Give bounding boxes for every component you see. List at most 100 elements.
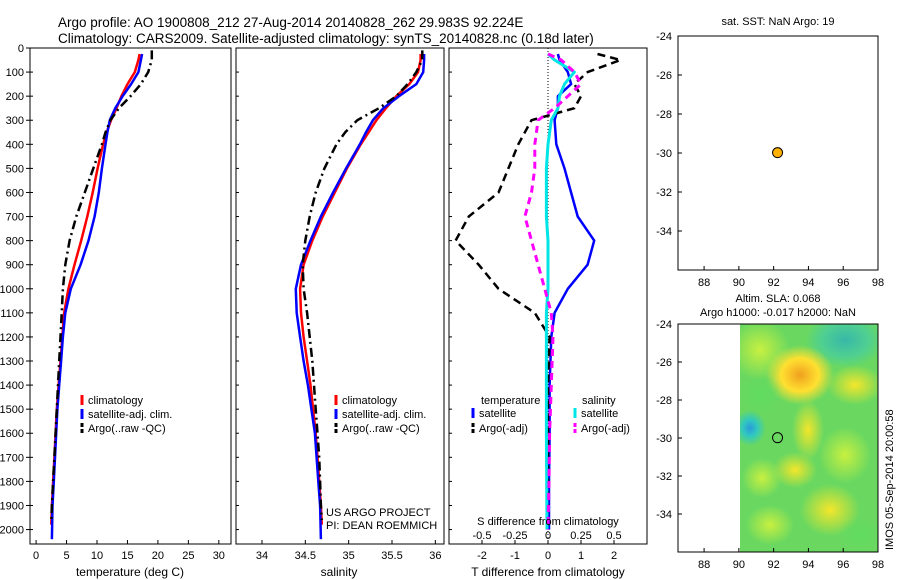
depth-tick-label: 1500 (0, 404, 24, 416)
sst-lat-tick-label: -28 (656, 109, 672, 121)
depth-tick-label: 1800 (0, 476, 24, 488)
sal-legend-label: Argo(..raw -QC) (342, 423, 420, 435)
sla-blob (740, 373, 782, 417)
sla-lon-tick-label: 94 (802, 559, 814, 571)
diff-x-tick-label: 2 (611, 550, 617, 562)
sla-blob (746, 505, 794, 545)
depth-tick-label: 700 (6, 212, 24, 224)
sla-lat-tick-label: -32 (656, 471, 672, 483)
depth-tick-label: 1200 (0, 332, 24, 344)
diff-s-tick-label: -0.25 (502, 530, 527, 542)
temp-series-argo (50, 50, 154, 520)
sst-lon-tick-label: 98 (872, 277, 884, 289)
depth-tick-label: 1600 (0, 428, 24, 440)
t-difference-axis-label: T difference from climatology (471, 565, 625, 579)
sal-x-tick-label: 36 (429, 550, 441, 562)
salinity-axis-label: salinity (321, 565, 358, 579)
sla-blob (827, 365, 878, 405)
sla-argo-position-marker (772, 432, 784, 444)
sla-lon-tick-label: 90 (733, 559, 745, 571)
sal-x-tick-label: 34.5 (295, 550, 316, 562)
temp-series-sat (50, 53, 144, 540)
sla-blob (838, 517, 878, 552)
salinity-panel-frame (235, 47, 445, 545)
sal-series-sat (294, 54, 426, 540)
diff-s-tick-label: 0.5 (606, 530, 621, 542)
sst-lat-tick-label: -26 (656, 70, 672, 82)
sla-lat-tick-label: -34 (656, 509, 672, 521)
imos-timestamp: IMOS 05-Sep-2014 20:00:58 (884, 409, 896, 550)
sla-blob (742, 458, 782, 498)
depth-tick-label: 600 (6, 187, 24, 199)
sla-lon-tick-label: 98 (872, 559, 884, 571)
depth-tick-label: 200 (6, 91, 24, 103)
sst-lon-tick-label: 92 (768, 277, 780, 289)
sst-lon-tick-label: 96 (837, 277, 849, 289)
sal-legend-label: satellite-adj. clim. (342, 409, 426, 421)
sla-map-title-2: Argo h1000: -0.017 h2000: NaN (700, 307, 856, 319)
depth-tick-label: 1400 (0, 380, 24, 392)
sla-map-title-1: Altim. SLA: 0.068 (736, 293, 821, 305)
temperature-panel-frame (29, 47, 232, 545)
depth-tick-label: 1700 (0, 452, 24, 464)
sal-x-tick-label: 35.5 (381, 550, 402, 562)
diff-s-tick-label: 0 (545, 530, 551, 542)
sst-lat-tick-label: -34 (656, 226, 672, 238)
sla-lat-tick-label: -24 (656, 319, 672, 331)
sla-lon-tick-label: 88 (698, 559, 710, 571)
project-annotation: US ARGO PROJECT (326, 507, 431, 519)
sst-lat-tick-label: -32 (656, 187, 672, 199)
depth-tick-label: 900 (6, 260, 24, 272)
sla-blob (773, 452, 817, 488)
depth-tick-label: 1900 (0, 500, 24, 512)
s-difference-axis-label: S difference from climatology (477, 516, 619, 528)
diff-x-tick-label: -2 (477, 550, 487, 562)
sal-x-tick-label: 34 (256, 550, 268, 562)
diff-legend-title-temperature: temperature (481, 395, 540, 407)
depth-tick-label: 400 (6, 139, 24, 151)
sal-x-tick-label: 35 (343, 550, 355, 562)
diff-x-tick-label: 0 (545, 550, 551, 562)
depth-tick-label: 1000 (0, 284, 24, 296)
temp-x-tick-label: 20 (152, 550, 164, 562)
temp-legend-label: climatology (88, 395, 144, 407)
sla-blob (766, 345, 834, 405)
diff-series-argo (454, 52, 622, 530)
sla-lat-tick-label: -26 (656, 357, 672, 369)
diff-x-tick-label: 1 (578, 550, 584, 562)
sla-heatmap (740, 324, 878, 552)
depth-tick-label: 800 (6, 236, 24, 248)
diff-s-tick-label: 0.25 (570, 530, 591, 542)
depth-tick-label: 100 (6, 67, 24, 79)
sal-series-argo (301, 50, 424, 520)
diff-legend-label: satellite (581, 408, 618, 420)
depth-tick-label: 2000 (0, 525, 24, 537)
temp-x-tick-label: 25 (182, 550, 194, 562)
pi-annotation: PI: DEAN ROEMMICH (326, 520, 437, 532)
sla-lon-tick-label: 96 (837, 559, 849, 571)
diff-legend-label: satellite (479, 408, 516, 420)
sst-lat-tick-label: -30 (656, 148, 672, 160)
sst-lon-tick-label: 88 (698, 277, 710, 289)
temperature-axis-label: temperature (deg C) (76, 565, 184, 579)
sst-lon-tick-label: 90 (733, 277, 745, 289)
depth-tick-label: 500 (6, 163, 24, 175)
sla-blob (740, 410, 766, 446)
diff-x-tick-label: -1 (510, 550, 520, 562)
sla-blob (819, 427, 871, 483)
sla-lat-tick-label: -28 (656, 395, 672, 407)
depth-tick-label: 1300 (0, 356, 24, 368)
diff-s-tick-label: -0.5 (473, 530, 492, 542)
diff-legend-label: Argo(-adj) (479, 423, 528, 435)
sla-blob (792, 400, 824, 460)
temp-x-tick-label: 10 (91, 550, 103, 562)
sst-lon-tick-label: 94 (802, 277, 814, 289)
header-line-1: Argo profile: AO 1900808_212 27-Aug-2014… (58, 15, 523, 30)
temp-x-tick-label: 0 (33, 550, 39, 562)
sla-lon-tick-label: 92 (768, 559, 780, 571)
diff-series-sat (547, 53, 596, 530)
depth-tick-label: 0 (18, 43, 24, 55)
diff-legend-label: Argo(-adj) (581, 423, 630, 435)
temp-x-tick-label: 15 (121, 550, 133, 562)
